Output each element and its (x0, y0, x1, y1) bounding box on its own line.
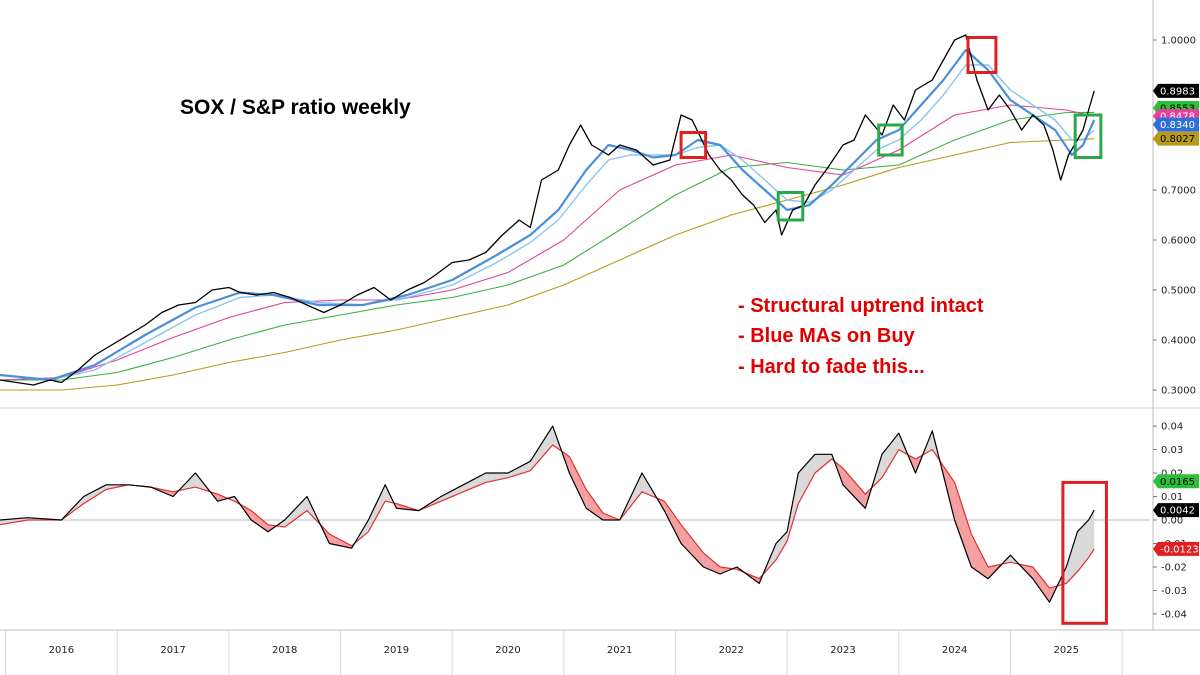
osc-fill-red (251, 510, 268, 532)
ratio-value-tag-5: 0.8027 (1153, 131, 1199, 146)
year-label-2025: 2025 (1054, 645, 1079, 656)
year-label-2020: 2020 (495, 645, 520, 656)
note-line-2: - Blue MAs on Buy (738, 325, 916, 347)
osc-fill-red (217, 494, 228, 502)
osc-axis-tick-label: -0.04 (1161, 609, 1187, 620)
ratio-value-tag-bg (1153, 131, 1199, 146)
chart-title: SOX / S&P ratio weekly (180, 96, 411, 119)
grid-layer (0, 0, 1200, 631)
year-label-2023: 2023 (830, 645, 855, 656)
osc-axis-tick-label: 0.02 (1161, 469, 1183, 480)
ratio-axis-tick-label: 0.6000 (1161, 236, 1196, 247)
ratio-green-ma-line (0, 111, 1095, 381)
osc-fill-gray (815, 454, 832, 474)
osc-fill-gray (508, 461, 531, 478)
osc-fill-red (681, 524, 704, 567)
year-label-2016: 2016 (49, 645, 74, 656)
osc-fill-gray (775, 531, 788, 560)
osc-fill-gray (83, 484, 107, 504)
ratio-value-tag-label: 0.8027 (1160, 134, 1195, 145)
osc-fill-red (954, 482, 972, 567)
ratio-panel (0, 34, 1103, 391)
ratio-pink-ma-line (0, 104, 1095, 381)
osc-value-tag-label: 0.0165 (1160, 477, 1195, 488)
ratio-highlight-box-1 (679, 131, 708, 159)
osc-fill-gray (463, 473, 486, 492)
ratio-value-tag-label: 0.8983 (1160, 86, 1195, 97)
ratio-axis-tick-label: 0.5000 (1161, 286, 1196, 297)
osc-fill-gray (798, 454, 816, 504)
ratio-axis-tick-label: 0.3000 (1161, 386, 1196, 397)
note-line-1: - Structural uptrend intact (738, 295, 984, 317)
osc-fill-gray (530, 426, 553, 471)
year-label-2024: 2024 (942, 645, 967, 656)
osc-fill-red (664, 501, 682, 544)
ratio-value-tag-4: 0.8340 (1153, 117, 1199, 132)
osc-fill-red (971, 534, 989, 579)
ratio-value-tag-bg (1153, 117, 1199, 132)
osc-oscillator-fast-line (0, 425, 1095, 603)
ratio-axis-tick-label: 0.7000 (1161, 186, 1196, 197)
osc-value-tag-label: 0.0042 (1160, 506, 1195, 517)
osc-fill-gray (284, 496, 308, 528)
oscillator-panel (0, 425, 1150, 625)
osc-value-tag-1: 0.0165 (1153, 474, 1199, 489)
osc-value-tag-bg (1153, 503, 1199, 518)
ratio-highlight-box-3 (877, 123, 904, 157)
ratio-value-tag-label: 0.8478 (1160, 112, 1195, 123)
year-label-2021: 2021 (607, 645, 632, 656)
ratio-highlight-box-5 (1073, 113, 1103, 159)
year-label-2019: 2019 (384, 645, 409, 656)
osc-fill-red (569, 456, 587, 509)
ratio-value-tag-bg (1153, 83, 1199, 98)
osc-highlight-box-1 (1061, 480, 1108, 625)
osc-axis-tick-label: 0.00 (1161, 516, 1183, 527)
year-label-2018: 2018 (272, 645, 297, 656)
osc-fill-gray (441, 484, 464, 502)
year-label-2022: 2022 (719, 645, 744, 656)
osc-fill-gray (1066, 531, 1078, 584)
osc-fill-red (1032, 566, 1050, 603)
osc-value-tag-2: 0.0042 (1153, 503, 1199, 518)
osc-fill-red (586, 489, 603, 520)
osc-value-tag-3: -0.0123 (1153, 541, 1199, 556)
osc-fill-gray (485, 473, 509, 483)
note-line-3: - Hard to fade this... (738, 356, 925, 378)
osc-fill-red (842, 468, 866, 509)
osc-fill-gray (1088, 510, 1095, 558)
annotation-layer: SOX / S&P ratio weekly - Structural uptr… (180, 96, 984, 378)
osc-value-tag-bg (1153, 541, 1199, 556)
osc-value-tag-bg (1153, 474, 1199, 489)
ratio-value-tag-1: 0.8983 (1153, 83, 1199, 98)
ratio-highlight-box-4 (966, 36, 998, 74)
year-label-2017: 2017 (160, 645, 185, 656)
osc-value-tag-label: -0.0123 (1160, 544, 1199, 555)
osc-fill-gray (1077, 520, 1089, 572)
ratio-gold-ma-line (0, 138, 1095, 391)
ratio-axis-tick-label: 1.0000 (1161, 36, 1196, 47)
osc-axis-tick-label: -0.03 (1161, 586, 1187, 597)
osc-axis-tick-label: 0.01 (1161, 492, 1183, 503)
osc-fill-gray (368, 484, 386, 532)
ratio-value-tag-label: 0.8340 (1160, 120, 1195, 131)
osc-axis-tick-label: 0.04 (1161, 422, 1183, 433)
ratio-axis-tick-label: 0.4000 (1161, 336, 1196, 347)
ratio-value-tag-label: 0.8553 (1160, 104, 1195, 115)
osc-fill-gray (882, 433, 899, 478)
ratio-blue-ma-fast-line (0, 48, 1096, 382)
osc-axis-tick-label: -0.02 (1161, 562, 1187, 573)
osc-axis-tick-label: 0.03 (1161, 445, 1183, 456)
ratio-highlight-box-2 (776, 191, 805, 222)
